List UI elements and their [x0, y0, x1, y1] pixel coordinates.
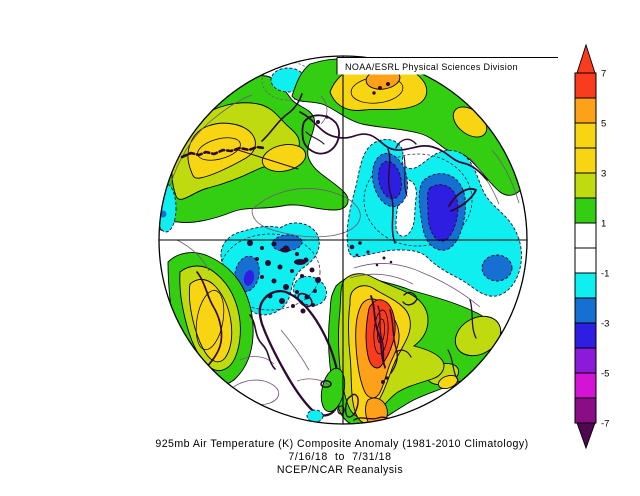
plot-title: 925mb Air Temperature (K) Composite Anom…	[155, 438, 528, 450]
baltic-coast	[389, 309, 398, 374]
colorbar-segment	[574, 122, 597, 149]
alaska-border-line	[237, 149, 299, 170]
colorbar-segment	[574, 347, 597, 374]
colorbar-tick-label: -1	[601, 269, 609, 280]
contour-line-top-center	[320, 95, 328, 125]
colorbar-tick-label: -5	[601, 369, 609, 380]
plot-date-range: 7/16/18 to 7/31/18	[288, 451, 391, 463]
contour-ring-red-outer	[373, 309, 389, 355]
contour-line-bottom-center	[296, 378, 330, 386]
colorbar-segment	[574, 197, 597, 224]
contour-line-mid-b	[349, 273, 414, 285]
colorbar-segment	[574, 297, 597, 324]
arctic-archipelago-islands	[247, 240, 321, 314]
cool-speck-bottom-rim	[306, 409, 324, 423]
contour-line-ul-rim	[169, 94, 253, 187]
contour-neg-canadian-arctic	[219, 233, 321, 311]
contour-line-right-band-b	[491, 149, 520, 204]
division-label: NOAA/ESRL Physical Sciences Division	[345, 62, 518, 72]
cold-core-east-indigo	[427, 184, 459, 242]
warm-anomaly-caspian-yellowgreen	[454, 315, 502, 357]
contour-line-mid-a	[353, 263, 481, 308]
scandinavia-spine	[377, 305, 386, 369]
caspian-coast	[447, 349, 459, 381]
gulf-of-finland	[395, 349, 412, 358]
colorbar-arrow-down	[576, 422, 596, 450]
siberia-arctic-coast	[299, 111, 488, 181]
contour-line-greenland	[280, 329, 310, 371]
colorbar-segment	[574, 397, 597, 424]
colorbar-segment	[574, 97, 597, 124]
contour-ring-quebec	[195, 289, 225, 351]
ob-yamal-coast	[387, 148, 396, 244]
colorbar-tick-label: 7	[601, 69, 606, 80]
colorbar-segment	[574, 322, 597, 349]
colorbar-segment	[574, 247, 597, 274]
contour-line-left-mid	[176, 239, 210, 272]
iceland	[320, 380, 332, 388]
ural-coast	[469, 299, 477, 339]
division-label-box: NOAA/ESRL Physical Sciences Division	[336, 57, 558, 75]
svalbard-franzjosef-islands	[349, 241, 393, 267]
colorbar-segment	[574, 172, 597, 199]
contour-neg-siberia	[363, 153, 473, 247]
novaya-zemlya	[448, 188, 477, 212]
cold-core-archipelago-indigo	[243, 270, 255, 286]
severnaya-zemlya-islands	[316, 82, 390, 384]
bering-strait	[305, 131, 325, 145]
white-sea-coast	[402, 291, 418, 306]
aleutian-islands	[180, 145, 266, 159]
colorbar-tick-label: -7	[601, 419, 609, 430]
colorbar-segment	[574, 372, 597, 399]
colorbar-segment	[574, 222, 597, 249]
colorbar-segment	[574, 272, 597, 299]
colorbar-tick-label: 5	[601, 119, 606, 130]
coastlines	[180, 93, 488, 424]
cold-core-rim-blue	[481, 254, 513, 282]
great-britain	[344, 393, 359, 418]
division-label-background	[337, 57, 558, 75]
colorbar-tick-label: 3	[601, 169, 606, 180]
yenisei-coast	[403, 155, 408, 197]
colorbar-arrow-up	[576, 43, 596, 74]
plot-source: NCEP/NCAR Reanalysis	[277, 464, 403, 476]
captions: 925mb Air Temperature (K) Composite Anom…	[155, 438, 528, 476]
contour-line-ll	[239, 356, 275, 365]
colorbar: 7 5 3 1 -1 -3 -5 -7	[574, 43, 609, 450]
polar-map	[159, 56, 527, 424]
contour-line-polar	[251, 188, 361, 238]
warm-anomaly-alaska-yellow	[261, 144, 307, 172]
colorbar-segment	[574, 147, 597, 174]
alaska-coast	[261, 93, 303, 142]
cold-core-west-indigo	[378, 160, 402, 200]
taymyr-coast	[395, 138, 417, 149]
map-boundary-circle	[158, 55, 528, 425]
warm-patch-south-greenland	[320, 367, 346, 413]
colorbar-tick-label: 1	[601, 219, 606, 230]
hudson-bay-coast	[249, 314, 276, 370]
labrador-coast	[196, 271, 223, 369]
norway-coast	[370, 295, 386, 368]
colorbar-tick-label: -3	[601, 319, 609, 330]
colorbar-segment	[574, 72, 597, 99]
ireland	[337, 405, 345, 415]
